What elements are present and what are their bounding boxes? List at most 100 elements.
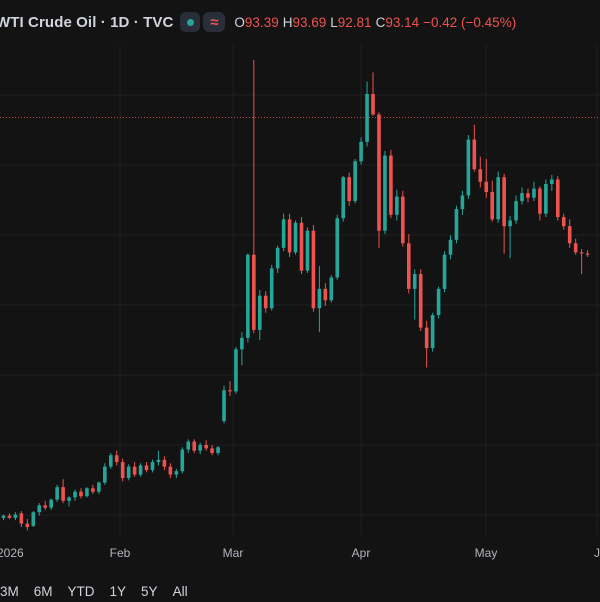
candle-body xyxy=(162,459,167,467)
candle xyxy=(573,238,578,255)
candle-body xyxy=(55,487,59,500)
candle xyxy=(228,381,232,396)
candle xyxy=(25,519,30,531)
data-problem-button[interactable]: ≈ xyxy=(203,12,226,32)
candle-body xyxy=(222,390,226,422)
candle xyxy=(538,186,542,221)
candle xyxy=(478,156,483,188)
candle-body xyxy=(442,254,447,289)
candle-body xyxy=(341,177,346,219)
candle-body xyxy=(269,268,274,309)
x-tick-label: May xyxy=(475,546,498,560)
range-all-button[interactable]: All xyxy=(172,583,188,599)
candle xyxy=(299,217,304,275)
candle-body xyxy=(240,337,244,350)
high-value: 93.69 xyxy=(292,14,327,30)
x-tick-label: 2026 xyxy=(0,546,24,560)
candle-body xyxy=(91,488,95,492)
range-6m-button[interactable]: 6M xyxy=(33,583,53,599)
change-value: −0.42 (−0.45%) xyxy=(423,14,517,30)
candle-body xyxy=(472,139,477,170)
candle xyxy=(317,266,322,333)
candle xyxy=(329,275,334,303)
candle xyxy=(347,172,351,206)
candle-body xyxy=(132,466,137,475)
range-3m-button[interactable]: 3M xyxy=(0,583,19,599)
candle xyxy=(97,481,101,494)
candle-body xyxy=(31,512,36,526)
candle xyxy=(490,180,495,222)
candle-body xyxy=(192,441,197,451)
candle xyxy=(484,158,489,198)
candle xyxy=(120,458,125,482)
candle xyxy=(281,213,286,252)
candle xyxy=(114,450,119,466)
candle-body xyxy=(347,177,351,202)
candle-body xyxy=(430,315,435,349)
candle xyxy=(377,112,381,248)
open-value: 93.39 xyxy=(244,14,279,30)
chart-legend: WTI Crude Oil · 1D · TVC ≈ O 93.39 H 93.… xyxy=(0,10,520,34)
candle-body xyxy=(538,188,542,214)
candle-body xyxy=(317,288,322,309)
high-label: H xyxy=(282,14,293,30)
market-status-button[interactable] xyxy=(180,12,201,32)
candle xyxy=(579,248,584,275)
candle-body xyxy=(281,219,286,248)
candle xyxy=(323,283,328,306)
candle xyxy=(240,332,244,366)
close-value: 93.14 xyxy=(385,14,420,30)
candle-body xyxy=(85,488,89,497)
candle-body xyxy=(448,239,453,255)
candle-body xyxy=(138,465,143,475)
candle-body xyxy=(174,471,179,475)
candle-body xyxy=(418,274,423,328)
candle xyxy=(502,173,506,254)
market-open-dot-icon xyxy=(186,18,194,26)
candle-body xyxy=(67,497,71,501)
candle xyxy=(460,190,465,215)
candle-body xyxy=(389,155,393,215)
candle-body xyxy=(401,196,405,244)
candle xyxy=(186,439,191,453)
wave-icon: ≈ xyxy=(210,13,219,31)
candle-body xyxy=(436,288,441,316)
range-1y-button[interactable]: 1Y xyxy=(109,583,127,599)
candle-body xyxy=(579,252,584,254)
symbol-title[interactable]: WTI Crude Oil · 1D · TVC xyxy=(0,13,174,31)
candle-body xyxy=(103,466,107,483)
low-label: L xyxy=(330,14,338,30)
candle-body xyxy=(508,220,512,227)
candle-body xyxy=(567,226,572,244)
candle xyxy=(168,463,173,479)
candle-body xyxy=(573,243,578,253)
candle-body xyxy=(120,462,125,479)
candle xyxy=(418,269,423,332)
candle-body xyxy=(520,193,524,202)
range-5y-button[interactable]: 5Y xyxy=(141,583,158,599)
candle-body xyxy=(561,217,566,227)
candle xyxy=(210,444,214,456)
candle xyxy=(341,176,346,222)
candle xyxy=(150,459,155,473)
candle xyxy=(144,462,149,473)
candle-body xyxy=(13,514,18,518)
candle xyxy=(550,174,554,191)
candle xyxy=(532,181,536,202)
candle-body xyxy=(198,444,202,451)
date-range-bar: 3M 6M YTD 1Y 5Y All xyxy=(0,580,203,602)
candle xyxy=(567,219,572,248)
candle xyxy=(103,463,107,485)
candle xyxy=(520,187,524,205)
candle-body xyxy=(329,277,334,301)
range-ytd-button[interactable]: YTD xyxy=(67,583,95,599)
candle xyxy=(108,452,113,469)
x-tick-label: Apr xyxy=(352,546,371,560)
candle xyxy=(162,456,167,471)
candle xyxy=(454,205,459,244)
candle-body xyxy=(484,181,489,192)
candle xyxy=(359,137,363,165)
candle-body xyxy=(335,218,340,278)
candle-body xyxy=(156,459,161,463)
